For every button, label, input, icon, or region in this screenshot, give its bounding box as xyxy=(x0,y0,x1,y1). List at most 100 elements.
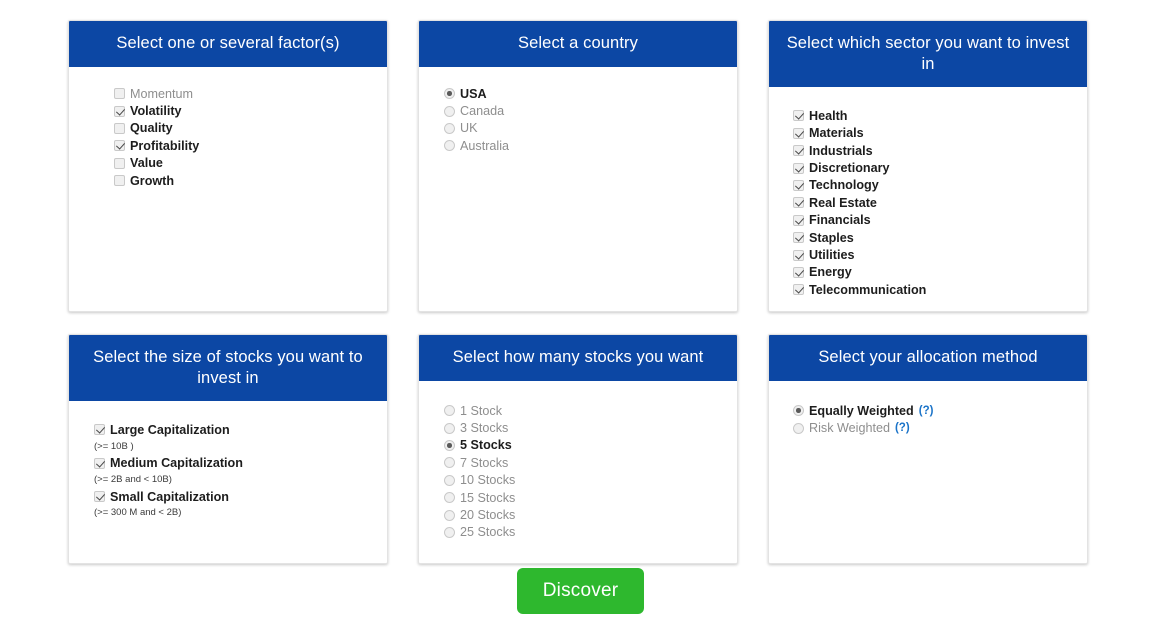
option-label: Momentum xyxy=(130,86,193,101)
option-label: Volatility xyxy=(130,104,182,119)
option-label: Technology xyxy=(809,178,879,193)
panel-factors-title: Select one or several factor(s) xyxy=(69,21,387,67)
checkbox-option-real-estate[interactable]: Real Estate xyxy=(793,194,1087,211)
checkbox-icon[interactable] xyxy=(793,197,804,209)
radio-icon[interactable] xyxy=(444,526,455,538)
option-label: 20 Stocks xyxy=(460,508,516,523)
option-label: 15 Stocks xyxy=(460,490,516,505)
radio-icon[interactable] xyxy=(444,422,455,434)
option-label: Utilities xyxy=(809,248,855,263)
radio-icon[interactable] xyxy=(444,122,455,134)
radio-option-uk[interactable]: UK xyxy=(444,120,737,137)
radio-option-15-stocks[interactable]: 15 Stocks xyxy=(444,489,737,506)
radio-icon[interactable] xyxy=(444,509,455,521)
radio-icon[interactable] xyxy=(444,474,455,486)
radio-icon[interactable] xyxy=(444,405,455,417)
radio-option-7-stocks[interactable]: 7 Stocks xyxy=(444,454,737,471)
checkbox-option-value[interactable]: Value xyxy=(114,155,387,172)
radio-icon[interactable] xyxy=(444,492,455,504)
checkbox-option-financials[interactable]: Financials xyxy=(793,212,1087,229)
checkbox-icon[interactable] xyxy=(94,491,105,503)
radio-icon[interactable] xyxy=(444,439,455,451)
radio-option-risk-weighted[interactable]: Risk Weighted (?) xyxy=(793,419,1087,436)
checkbox-icon[interactable] xyxy=(793,162,804,174)
panel-country-body: USA Canada UK Australia xyxy=(419,67,737,311)
option-label: Discretionary xyxy=(809,161,890,176)
option-label: 10 Stocks xyxy=(460,473,516,488)
radio-option-3-stocks[interactable]: 3 Stocks xyxy=(444,419,737,436)
checkbox-option-telecommunication[interactable]: Telecommunication xyxy=(793,281,1087,298)
radio-icon[interactable] xyxy=(444,88,455,100)
radio-icon[interactable] xyxy=(793,405,804,417)
checkbox-option-health[interactable]: Health xyxy=(793,107,1087,124)
checkbox-icon[interactable] xyxy=(793,179,804,191)
checkbox-icon[interactable] xyxy=(793,127,804,139)
checkbox-icon[interactable] xyxy=(114,88,125,100)
checkbox-icon[interactable] xyxy=(114,140,125,152)
checkbox-option-medium-capitalization[interactable]: Medium Capitalization xyxy=(94,455,387,472)
panel-sizes-title: Select the size of stocks you want to in… xyxy=(69,335,387,402)
checkbox-icon[interactable] xyxy=(793,214,804,226)
checkbox-option-momentum[interactable]: Momentum xyxy=(114,85,387,102)
option-label: Health xyxy=(809,108,848,123)
checkbox-icon[interactable] xyxy=(114,122,125,134)
checkbox-icon[interactable] xyxy=(94,457,105,469)
option-label: Growth xyxy=(130,173,175,188)
checkbox-icon[interactable] xyxy=(114,175,125,187)
checkbox-option-volatility[interactable]: Volatility xyxy=(114,102,387,119)
discover-button[interactable]: Discover xyxy=(516,568,645,614)
panel-allocation-method-title: Select your allocation method xyxy=(769,335,1087,381)
radio-option-1-stock[interactable]: 1 Stock xyxy=(444,402,737,419)
checkbox-option-utilities[interactable]: Utilities xyxy=(793,246,1087,263)
checkbox-option-technology[interactable]: Technology xyxy=(793,177,1087,194)
checkbox-icon[interactable] xyxy=(793,249,804,261)
option-note: (>= 2B and < 10B) xyxy=(94,474,172,485)
panel-factors-body: Momentum Volatility Quality Profitability Va… xyxy=(69,67,387,311)
panel-country-title: Select a country xyxy=(419,21,737,67)
checkbox-option-quality[interactable]: Quality xyxy=(114,120,387,137)
option-label: Canada xyxy=(460,104,505,119)
checkbox-option-staples[interactable]: Staples xyxy=(793,229,1087,246)
checkbox-icon[interactable] xyxy=(94,424,105,436)
radio-option-25-stocks[interactable]: 25 Stocks xyxy=(444,524,737,541)
option-label: 5 Stocks xyxy=(460,438,512,453)
checkbox-option-growth[interactable]: Growth xyxy=(114,172,387,189)
help-icon[interactable]: (?) xyxy=(918,404,934,417)
radio-icon[interactable] xyxy=(793,422,804,434)
radio-option-10-stocks[interactable]: 10 Stocks xyxy=(444,472,737,489)
option-label: Australia xyxy=(460,138,509,153)
option-label: Quality xyxy=(130,121,173,136)
radio-option-canada[interactable]: Canada xyxy=(444,102,737,119)
checkbox-icon[interactable] xyxy=(793,232,804,244)
option-note: (>= 10B ) xyxy=(94,440,134,452)
checkbox-icon[interactable] xyxy=(793,266,804,278)
checkbox-option-large-capitalization[interactable]: Large Capitalization xyxy=(94,421,387,438)
checkbox-option-small-capitalization[interactable]: Small Capitalization xyxy=(94,488,387,505)
checkbox-icon[interactable] xyxy=(114,105,125,117)
option-label: Equally Weighted xyxy=(809,403,914,418)
checkbox-option-energy[interactable]: Energy xyxy=(793,264,1087,281)
panel-stock-count: Select how many stocks you want 1 Stock 3… xyxy=(418,334,738,564)
panel-sizes-body: Large Capitalization (>= 10B ) Medium Capi… xyxy=(69,401,387,563)
panel-sectors: Select which sector you want to invest i… xyxy=(768,20,1088,312)
radio-option-equally-weighted[interactable]: Equally Weighted (?) xyxy=(793,402,1087,419)
checkbox-icon[interactable] xyxy=(793,110,804,122)
checkbox-option-discretionary[interactable]: Discretionary xyxy=(793,159,1087,176)
option-label: UK xyxy=(460,121,478,136)
help-icon[interactable]: (?) xyxy=(894,422,910,435)
checkbox-icon[interactable] xyxy=(793,145,804,157)
checkbox-icon[interactable] xyxy=(114,157,125,169)
option-label: Staples xyxy=(809,230,854,245)
radio-option-usa[interactable]: USA xyxy=(444,85,737,102)
radio-option-australia[interactable]: Australia xyxy=(444,137,737,154)
radio-icon[interactable] xyxy=(444,457,455,469)
checkbox-option-industrials[interactable]: Industrials xyxy=(793,142,1087,159)
checkbox-option-profitability[interactable]: Profitability xyxy=(114,137,387,154)
radio-option-20-stocks[interactable]: 20 Stocks xyxy=(444,506,737,523)
radio-option-5-stocks[interactable]: 5 Stocks xyxy=(444,437,737,454)
panel-stock-count-title: Select how many stocks you want xyxy=(419,335,737,381)
radio-icon[interactable] xyxy=(444,105,455,117)
radio-icon[interactable] xyxy=(444,140,455,152)
checkbox-icon[interactable] xyxy=(793,284,804,296)
checkbox-option-materials[interactable]: Materials xyxy=(793,125,1087,142)
